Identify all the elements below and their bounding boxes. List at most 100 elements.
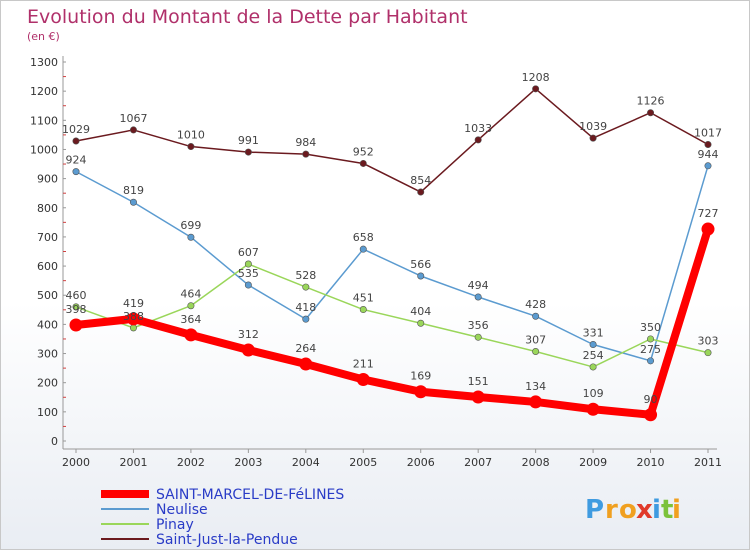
series-line [75,165,709,362]
data-point [359,306,367,314]
data-label: 211 [353,357,374,370]
data-point [532,312,540,320]
data-label: 1126 [637,95,665,108]
x-tick-label: 2001 [119,456,147,469]
data-label: 254 [583,349,604,362]
y-tick-label: 500 [37,289,58,302]
y-tick-label: 300 [37,348,58,361]
data-label: 924 [66,154,87,167]
series-line [75,263,709,368]
data-point [72,137,80,145]
data-point [414,385,428,399]
data-point [417,319,425,327]
data-label: 428 [525,298,546,311]
axes: 0 100 200 300 400 500 600 700 800 900 1000 1100 1200… [30,56,722,469]
data-point [701,222,715,236]
data-point [704,162,712,170]
x-tick-label: 2011 [694,456,722,469]
data-point [474,136,482,144]
x-tick-label: 2000 [62,456,90,469]
data-point [359,159,367,167]
data-label: 991 [238,134,259,147]
data-label: 699 [180,219,201,232]
data-point [647,357,655,365]
logo-letter: i [652,495,661,525]
data-label: 535 [238,267,259,280]
y-tick-label: 1300 [30,56,58,69]
data-label: 854 [410,174,431,187]
data-label: 90 [644,393,658,406]
y-tick-label: 100 [37,406,58,419]
logo-letter: x [636,495,653,525]
data-label: 419 [123,297,144,310]
data-label: 151 [468,375,489,388]
data-point [241,343,255,357]
data-label: 460 [66,289,87,302]
data-point [129,198,137,206]
data-label: 984 [295,136,316,149]
data-label: 451 [353,292,374,305]
data-label: 169 [410,370,431,383]
data-label: 303 [698,335,719,348]
data-point [187,233,195,241]
data-label: 331 [583,327,604,340]
logo-letter: t [661,495,673,525]
data-point [589,134,597,142]
data-point [586,402,600,416]
data-label: 952 [353,145,374,158]
data-label: 1017 [694,127,722,140]
x-tick-label: 2003 [234,456,262,469]
data-label: 658 [353,231,374,244]
data-label: 494 [468,279,489,292]
legend-label: Saint-Just-la-Pendue [156,532,298,548]
data-point [69,318,83,332]
y-tick-label: 200 [37,377,58,390]
x-tick-label: 2007 [464,456,492,469]
logo-letter: P [585,495,604,525]
chart-title: Evolution du Montant de la Dette par Hab… [27,6,468,28]
series-layer [69,85,715,422]
series-line [72,225,712,419]
x-tick-label: 2008 [522,456,550,469]
x-tick-label: 2004 [292,456,320,469]
legend-label: Pinay [156,517,194,533]
x-tick-label: 2009 [579,456,607,469]
data-label: 819 [123,184,144,197]
y-tick-label: 400 [37,318,58,331]
data-label: 134 [525,380,546,393]
data-point [299,357,313,371]
data-point [417,188,425,196]
data-label: 464 [180,288,201,301]
series-line [75,88,709,193]
data-point [302,283,310,291]
data-point [72,168,80,176]
data-point [647,335,655,343]
logo-letter: r [605,495,618,525]
y-tick-label: 1100 [30,114,58,127]
data-point [184,328,198,342]
data-point [417,272,425,280]
data-point [187,302,195,310]
data-point [532,347,540,355]
logo-letter: o [619,495,637,525]
data-point [471,390,485,404]
x-tick-label: 2010 [637,456,665,469]
data-point [704,141,712,149]
data-point [704,349,712,357]
y-tick-label: 0 [51,435,58,448]
data-label: 264 [295,342,316,355]
data-point [129,126,137,134]
data-label: 1033 [464,122,492,135]
data-point [647,109,655,117]
data-point [244,260,252,268]
data-point [644,408,658,422]
data-label: 312 [238,328,259,341]
data-point [72,303,80,311]
data-point [359,245,367,253]
data-point [302,315,310,323]
x-tick-label: 2002 [177,456,205,469]
data-point [244,148,252,156]
